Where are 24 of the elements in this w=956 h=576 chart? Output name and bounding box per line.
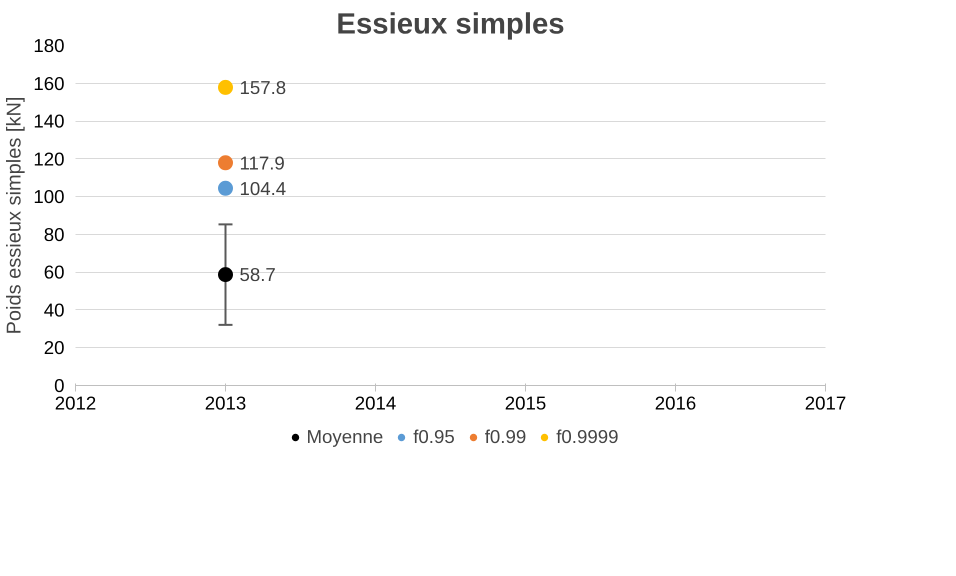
x-tick-label: 2015 <box>504 392 546 414</box>
y-axis-title: Poids essieux simples [kN] <box>3 96 26 334</box>
chart-title: Essieux simples <box>336 8 565 40</box>
legend-label: f0.95 <box>413 426 455 448</box>
legend-label: f0.99 <box>484 426 526 448</box>
data-label: 104.4 <box>240 178 286 199</box>
y-tick-label: 40 <box>44 299 65 320</box>
x-tick-label: 2017 <box>804 392 846 414</box>
x-tick-label: 2013 <box>204 392 246 414</box>
y-tick-label: 180 <box>33 35 65 56</box>
x-tick-label: 2016 <box>654 392 696 414</box>
y-tick-label: 20 <box>44 337 65 358</box>
y-tick-label: 160 <box>33 72 65 94</box>
data-label: 58.7 <box>240 264 276 286</box>
data-label: 157.8 <box>240 76 286 98</box>
y-tick-label: 140 <box>33 110 65 132</box>
data-label: 117.9 <box>240 152 285 174</box>
legend-label: Moyenne <box>306 426 384 448</box>
y-tick-label: 80 <box>44 224 65 245</box>
legend-label: f0.9999 <box>556 426 618 448</box>
y-tick-label: 100 <box>33 186 65 208</box>
y-tick-label: 120 <box>33 148 65 170</box>
y-tick-label: 60 <box>44 262 65 283</box>
x-tick-label: 2014 <box>354 392 396 414</box>
